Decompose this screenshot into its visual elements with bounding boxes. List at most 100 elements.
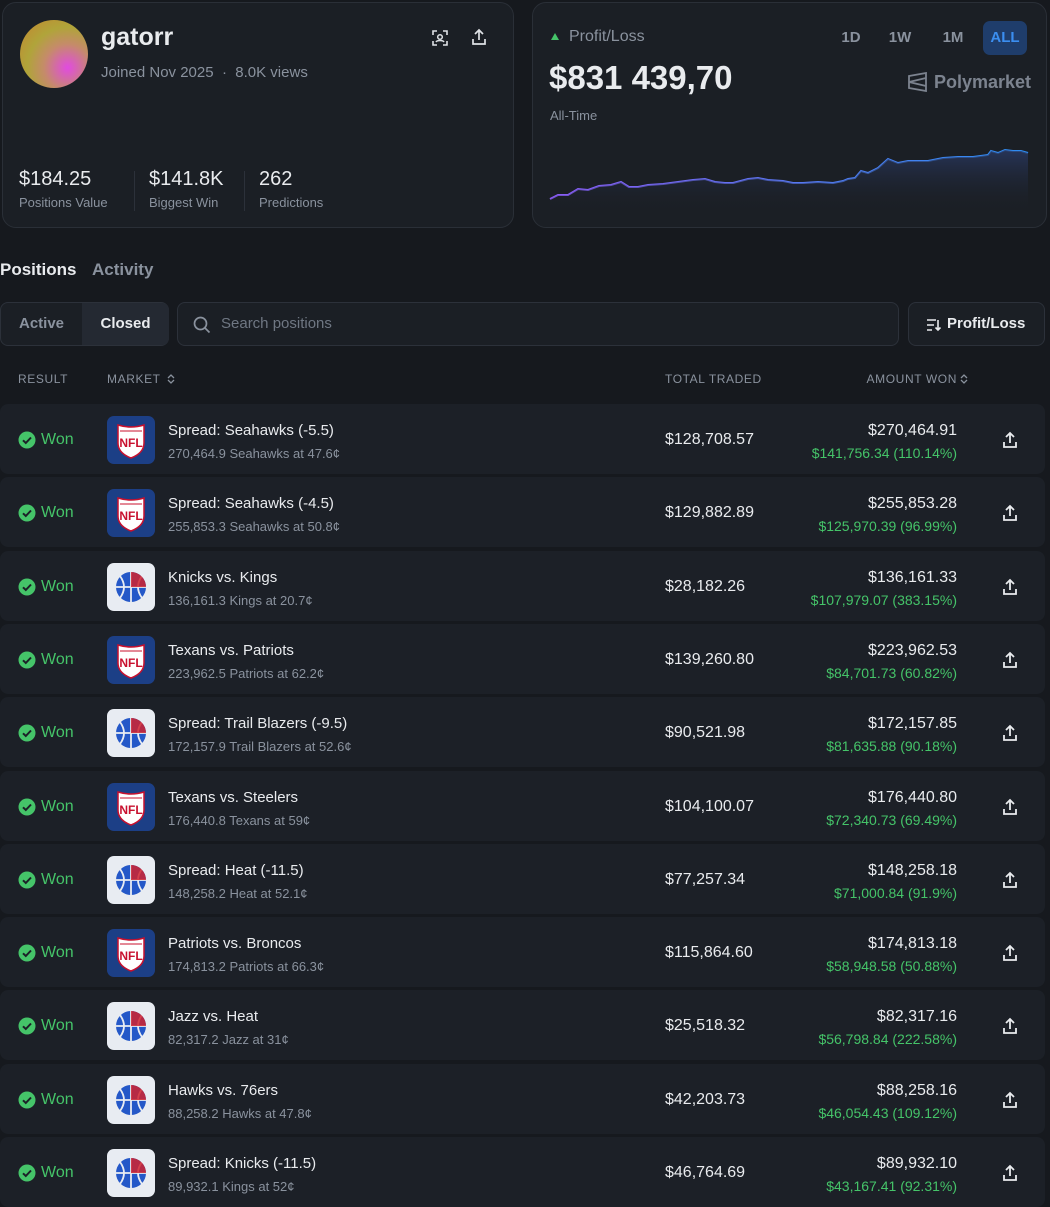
profit: $46,054.43 (109.12%): [818, 1104, 957, 1121]
market-detail: 148,258.2 Heat at 52.1¢: [168, 885, 308, 901]
pnl-value: $831 439,70: [549, 59, 733, 96]
scan-icon[interactable]: [431, 29, 449, 47]
result: Won: [41, 1164, 74, 1181]
share-button[interactable]: [1001, 1091, 1019, 1109]
stat-label: Biggest Win: [149, 195, 219, 210]
position-row[interactable]: Won NFL Patriots vs. Broncos 174,813.2 Patr…: [0, 917, 1045, 988]
amount-won: $88,258.16: [876, 1081, 957, 1099]
result: Won: [41, 797, 74, 815]
filter-button[interactable]: Closed: [82, 303, 169, 345]
league-logo: NFL: [107, 635, 155, 684]
team-logo: [107, 1075, 155, 1124]
won-icon: [18, 1091, 36, 1109]
total-traded: $90,521.98: [665, 724, 746, 742]
sort-button[interactable]: Profit/Loss: [908, 302, 1045, 346]
team-logo: [107, 562, 155, 611]
sort-label: Profit/Loss: [947, 315, 1026, 332]
profit: $56,798.84 (222.58%): [818, 1031, 957, 1048]
filter-button[interactable]: Active: [18, 315, 65, 332]
share-button[interactable]: [1001, 944, 1019, 962]
sort-arrows[interactable]: [959, 373, 969, 385]
tab[interactable]: Positions: [0, 260, 77, 279]
won-icon: [18, 578, 36, 596]
username: gatorr: [101, 23, 174, 51]
pnl-label: Profit/Loss: [569, 28, 645, 45]
league-name: NFL: [119, 436, 143, 450]
search-icon: [193, 316, 211, 334]
tab[interactable]: Activity: [92, 260, 154, 279]
market-detail: 255,853.3 Seahawks at 50.8¢: [168, 519, 341, 535]
result: Won: [41, 944, 74, 962]
result: Won: [41, 1017, 74, 1035]
pnl-card: Profit/Loss $831 439,70 All-Time 1D 1W 1M A…: [532, 2, 1047, 228]
share-button[interactable]: [1001, 1164, 1019, 1182]
profit: $107,979.07 (383.15%): [810, 591, 957, 608]
sort-arrows[interactable]: [166, 373, 176, 385]
position-row[interactable]: Won NFL Spread: Seahawks (-4.5) 255,853.3 S…: [0, 477, 1045, 548]
market-detail: 82,317.2 Jazz at 31¢: [168, 1032, 289, 1048]
share-button[interactable]: [1001, 724, 1019, 742]
market-detail: 176,440.8 Texans at 59¢: [168, 812, 311, 828]
range-button[interactable]: ALL: [983, 21, 1027, 55]
basketball: [116, 1011, 146, 1042]
market-detail: 89,932.1 Kings at 52¢: [168, 1179, 295, 1194]
amount-won: $172,157.85: [868, 715, 957, 733]
market-detail: 136,161.3 Kings at 20.7¢: [168, 592, 313, 608]
basketball: [116, 864, 146, 895]
position-row[interactable]: Won Spread: Trail Blazers (-9.5) 172,157.9…: [0, 697, 1045, 768]
range-button[interactable]: 1M: [942, 29, 964, 46]
shield: [117, 643, 145, 679]
joined-date: Joined Nov 2025: [101, 64, 214, 81]
share-icon[interactable]: [470, 28, 488, 46]
joined: Joined Nov 2025 · 8.0K views: [101, 64, 308, 81]
range-button[interactable]: 1W: [888, 29, 912, 46]
won-icon: [18, 431, 36, 449]
share-button[interactable]: [1001, 798, 1019, 816]
position-row[interactable]: Won Jazz vs. Heat 82,317.2 Jazz at 31¢ $25,…: [0, 990, 1045, 1061]
result: Won: [41, 504, 74, 522]
market-title: Jazz vs. Heat: [168, 1008, 259, 1026]
pnl-sparkline: [549, 148, 1029, 213]
position-row[interactable]: Won Spread: Heat (-11.5) 148,258.2 Heat at…: [0, 843, 1045, 914]
range-button[interactable]: 1D: [841, 29, 861, 46]
position-row[interactable]: Won NFL Texans vs. Patriots 223,962.5 Patri…: [0, 623, 1045, 694]
column-header: MARKET: [107, 372, 161, 386]
basketball: [116, 1158, 146, 1188]
share-button[interactable]: [1001, 651, 1019, 669]
won-icon: [18, 1164, 36, 1182]
stat-divider: [244, 171, 245, 211]
won-icon: [18, 651, 36, 669]
position-row[interactable]: Won Knicks vs. Kings 136,161.3 Kings at 20…: [0, 550, 1045, 621]
team-logo: [107, 1149, 155, 1197]
search-box[interactable]: Search positions: [177, 302, 899, 346]
share-button[interactable]: [1001, 504, 1019, 522]
share-button[interactable]: [1001, 431, 1019, 449]
league-name: NFL: [119, 949, 143, 964]
league-name: NFL: [119, 655, 143, 670]
profit: $141,756.34 (110.14%): [811, 445, 957, 461]
position-row[interactable]: Won Hawks vs. 76ers 88,258.2 Hawks at 47.8…: [0, 1063, 1045, 1134]
pnl-period: All-Time: [550, 108, 598, 123]
won-icon: [18, 871, 36, 889]
total-traded: $77,257.34: [665, 870, 746, 888]
position-row[interactable]: Won NFL Spread: Seahawks (-5.5) 270,464.9 S…: [0, 404, 1045, 474]
market-title: Spread: Heat (-11.5): [168, 861, 304, 879]
stat-divider: [134, 171, 135, 211]
total-traded: $128,708.57: [665, 431, 754, 448]
won-icon: [18, 504, 36, 522]
filter-group: Active Closed: [0, 302, 169, 346]
search-placeholder: Search positions: [221, 315, 332, 332]
position-row[interactable]: Won NFL Texans vs. Steelers 176,440.8 Texan…: [0, 770, 1045, 841]
avatar: [20, 20, 88, 88]
amount-won: $270,464.91: [868, 422, 957, 439]
stat-value: 262: [259, 168, 293, 190]
share-button[interactable]: [1001, 578, 1019, 596]
market-detail: 223,962.5 Patriots at 62.2¢: [168, 665, 325, 681]
market-detail: 270,464.9 Seahawks at 47.6¢: [168, 446, 341, 461]
total-traded: $129,882.89: [665, 504, 754, 522]
market-detail: 174,813.2 Patriots at 66.3¢: [168, 959, 325, 975]
amount-won: $148,258.18: [868, 861, 957, 879]
share-button[interactable]: [1001, 1017, 1019, 1035]
share-button[interactable]: [1001, 871, 1019, 889]
position-row[interactable]: Won Spread: Knicks (-11.5) 89,932.1 Kings …: [0, 1137, 1045, 1207]
